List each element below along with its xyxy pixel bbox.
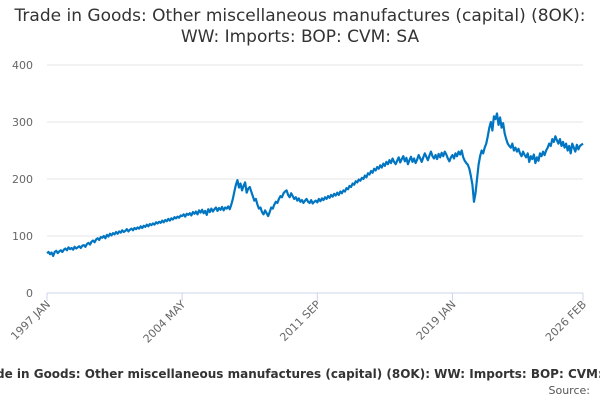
y-tick-label: 400	[12, 59, 33, 72]
x-tick-label: 1997 JAN	[8, 298, 53, 343]
chart-title: Trade in Goods: Other miscellaneous manu…	[14, 6, 586, 47]
line	[46, 112, 584, 258]
y-tick-label: 0	[26, 287, 33, 300]
x-tick-label: 2011 SEP	[277, 298, 323, 344]
x-tick-label: 2026 FEB	[543, 298, 589, 344]
y-tick-label: 100	[12, 230, 33, 243]
x-tick-label: 2019 JAN	[414, 298, 459, 343]
legend-label: Trade in Goods: Other miscellaneous manu…	[0, 367, 600, 381]
y-tick-label: 200	[12, 173, 33, 186]
x-tick-label: 2004 MAY	[141, 298, 189, 346]
y-tick-label: 300	[12, 116, 33, 129]
source: Source:	[549, 384, 591, 397]
